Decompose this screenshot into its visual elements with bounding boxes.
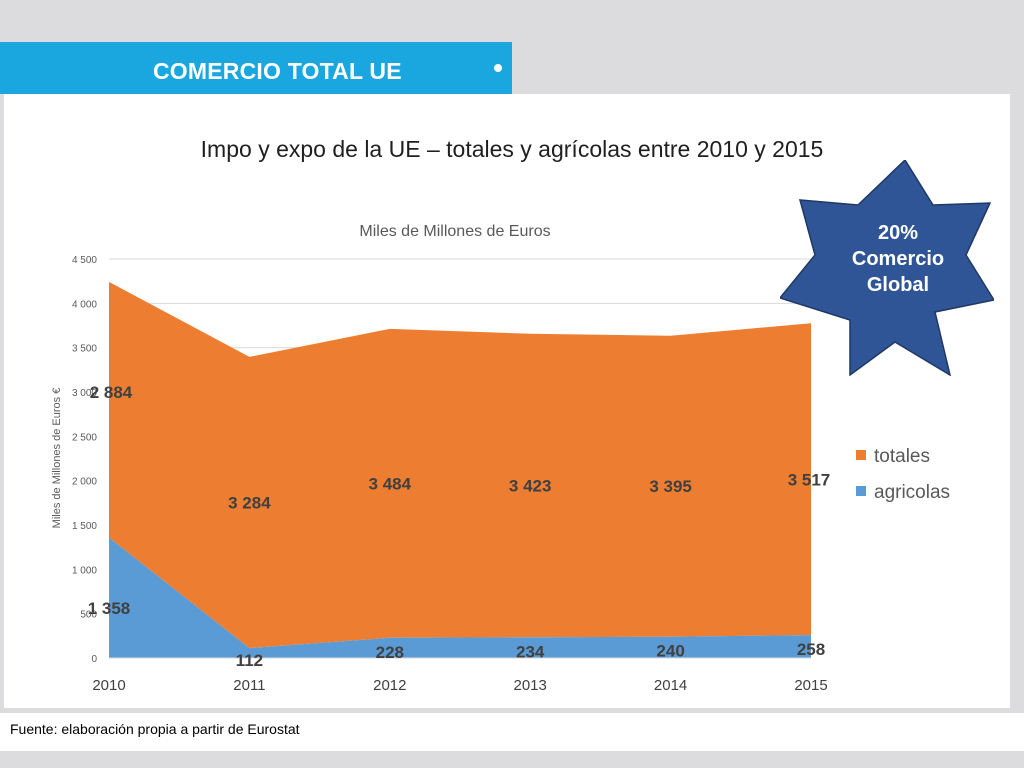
x-tick-label: 2010 xyxy=(92,677,125,694)
data-label-agricolas: 1 358 xyxy=(88,599,131,618)
source-box xyxy=(0,713,1024,751)
data-label-totales: 3 423 xyxy=(509,476,552,495)
y-tick-label: 2 500 xyxy=(72,432,97,443)
legend-agricolas-label: agricolas xyxy=(874,482,950,503)
chart-title: Miles de Millones de Euros xyxy=(359,223,550,240)
x-tick-label: 2013 xyxy=(514,677,547,694)
badge-line3: Global xyxy=(866,274,930,296)
star-badge-shape xyxy=(780,160,994,376)
data-label-agricolas: 112 xyxy=(236,651,263,670)
x-tick-label: 2011 xyxy=(233,677,265,694)
data-label-totales: 3 395 xyxy=(649,477,692,496)
y-tick-label: 1 000 xyxy=(72,565,97,576)
slide-title: COMERCIO TOTAL UE xyxy=(153,58,402,84)
y-tick-label: 3 000 xyxy=(72,388,97,399)
y-tick-label: 500 xyxy=(80,610,97,621)
legend-agricolas-swatch xyxy=(856,486,866,496)
source-note: Fuente: elaboración propia a partir de E… xyxy=(10,721,300,737)
title-band xyxy=(0,42,512,94)
badge-percent: 20% xyxy=(877,222,919,244)
y-tick-label: 1 500 xyxy=(72,521,97,532)
data-label-agricolas: 258 xyxy=(797,640,825,659)
y-tick-label: 0 xyxy=(91,654,97,665)
data-label-totales: 3 284 xyxy=(228,493,271,512)
bullet-dot-icon xyxy=(494,64,502,72)
series-area-totales xyxy=(109,281,811,649)
badge-line2: Comercio xyxy=(851,248,945,270)
y-axis-label: Miles de Millones de Euros € xyxy=(51,388,63,529)
data-label-totales: 3 484 xyxy=(369,474,412,493)
x-tick-label: 2015 xyxy=(794,677,827,694)
y-tick-label: 4 000 xyxy=(72,299,97,310)
data-label-totales: 2 884 xyxy=(90,383,133,402)
y-tick-label: 2 000 xyxy=(72,477,97,488)
data-label-totales: 3 517 xyxy=(788,470,831,489)
data-label-agricolas: 240 xyxy=(656,642,684,661)
series-area-agricolas xyxy=(109,537,811,658)
left-border xyxy=(0,94,4,708)
legend-totales-swatch xyxy=(856,450,866,460)
legend-totales-label: totales xyxy=(874,446,930,467)
data-label-agricolas: 228 xyxy=(376,643,404,662)
badge-text: 20% Comercio Global xyxy=(838,220,958,298)
y-tick-label: 3 500 xyxy=(72,344,97,355)
chart-main-title: Impo y expo de la UE – totales y agrícol… xyxy=(200,136,824,162)
star-badge-icon xyxy=(780,160,994,376)
y-tick-label: 4 500 xyxy=(72,255,97,266)
x-tick-label: 2014 xyxy=(654,677,687,694)
right-border xyxy=(1010,94,1024,708)
x-tick-label: 2012 xyxy=(373,677,406,694)
data-label-agricolas: 234 xyxy=(516,642,545,661)
